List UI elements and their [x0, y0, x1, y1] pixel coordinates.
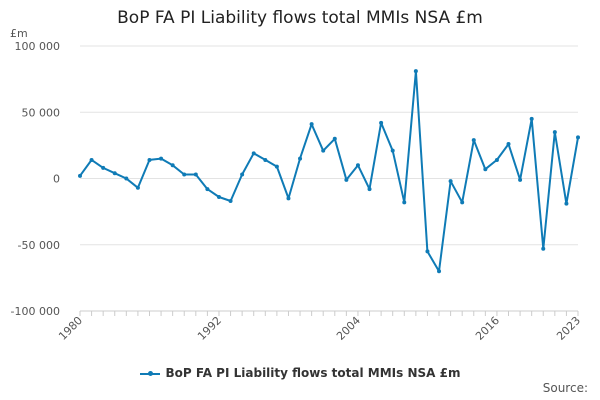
data-point: [205, 187, 210, 192]
data-point: [541, 246, 546, 251]
data-point: [159, 156, 164, 161]
data-point: [135, 185, 140, 190]
x-tick-label: 1992: [195, 314, 224, 343]
x-tick-label: 1980: [56, 314, 85, 343]
series-line: [79, 70, 579, 273]
data-point: [263, 157, 268, 162]
data-point: [332, 136, 337, 141]
data-point: [182, 172, 187, 177]
y-tick-label: -50 000: [18, 239, 60, 252]
y-tick-label: 50 000: [22, 106, 61, 119]
data-point: [471, 138, 476, 143]
data-point: [448, 179, 453, 184]
legend-swatch: [139, 369, 160, 379]
y-unit-label: £m: [10, 27, 28, 40]
x-axis: 1980 1992 2004 2016 2023: [56, 310, 583, 343]
x-tick-label: 2004: [334, 314, 363, 343]
data-point: [460, 200, 465, 205]
data-point: [518, 177, 523, 182]
data-point: [309, 122, 314, 127]
data-point: [124, 176, 129, 181]
data-point: [564, 201, 569, 206]
data-point: [355, 163, 360, 168]
data-point: [193, 172, 198, 177]
data-point: [344, 177, 349, 182]
data-point: [298, 156, 303, 161]
data-point: [413, 69, 418, 74]
data-point: [437, 269, 442, 274]
data-point: [506, 142, 511, 147]
y-tick-label: -100 000: [11, 305, 60, 318]
data-point: [101, 165, 106, 170]
chart-title: BoP FA PI Liability flows total MMIs NSA…: [117, 8, 483, 28]
data-point: [379, 120, 384, 125]
data-point: [425, 249, 430, 254]
data-point: [286, 196, 291, 201]
data-point: [251, 151, 256, 156]
grid-lines: [80, 45, 578, 312]
data-point: [483, 167, 488, 172]
y-axis-ticks: 100 000 50 000 0 -50 000 -100 000: [11, 40, 60, 318]
data-point: [170, 163, 175, 168]
y-tick-label: 0: [53, 173, 60, 186]
data-point: [216, 195, 221, 200]
y-tick-label: 100 000: [15, 40, 61, 53]
data-point: [552, 130, 557, 135]
data-point: [494, 157, 499, 162]
legend: BoP FA PI Liability flows total MMIs NSA…: [0, 366, 600, 380]
x-tick-label: 2023: [554, 314, 583, 343]
data-point: [78, 173, 82, 178]
data-point: [147, 157, 152, 162]
data-point: [112, 171, 117, 176]
legend-label: BoP FA PI Liability flows total MMIs NSA…: [165, 366, 461, 380]
source-label: Source:: [542, 381, 588, 395]
data-point: [89, 157, 94, 162]
data-point: [240, 172, 245, 177]
data-point: [402, 200, 407, 205]
data-point: [228, 199, 233, 204]
data-point: [529, 116, 534, 121]
data-point: [367, 187, 372, 192]
data-point: [390, 148, 395, 153]
data-point: [321, 148, 326, 153]
data-point: [274, 164, 279, 169]
series-layer: [78, 69, 580, 274]
data-point: [576, 135, 580, 140]
x-tick-label: 2016: [473, 314, 502, 343]
